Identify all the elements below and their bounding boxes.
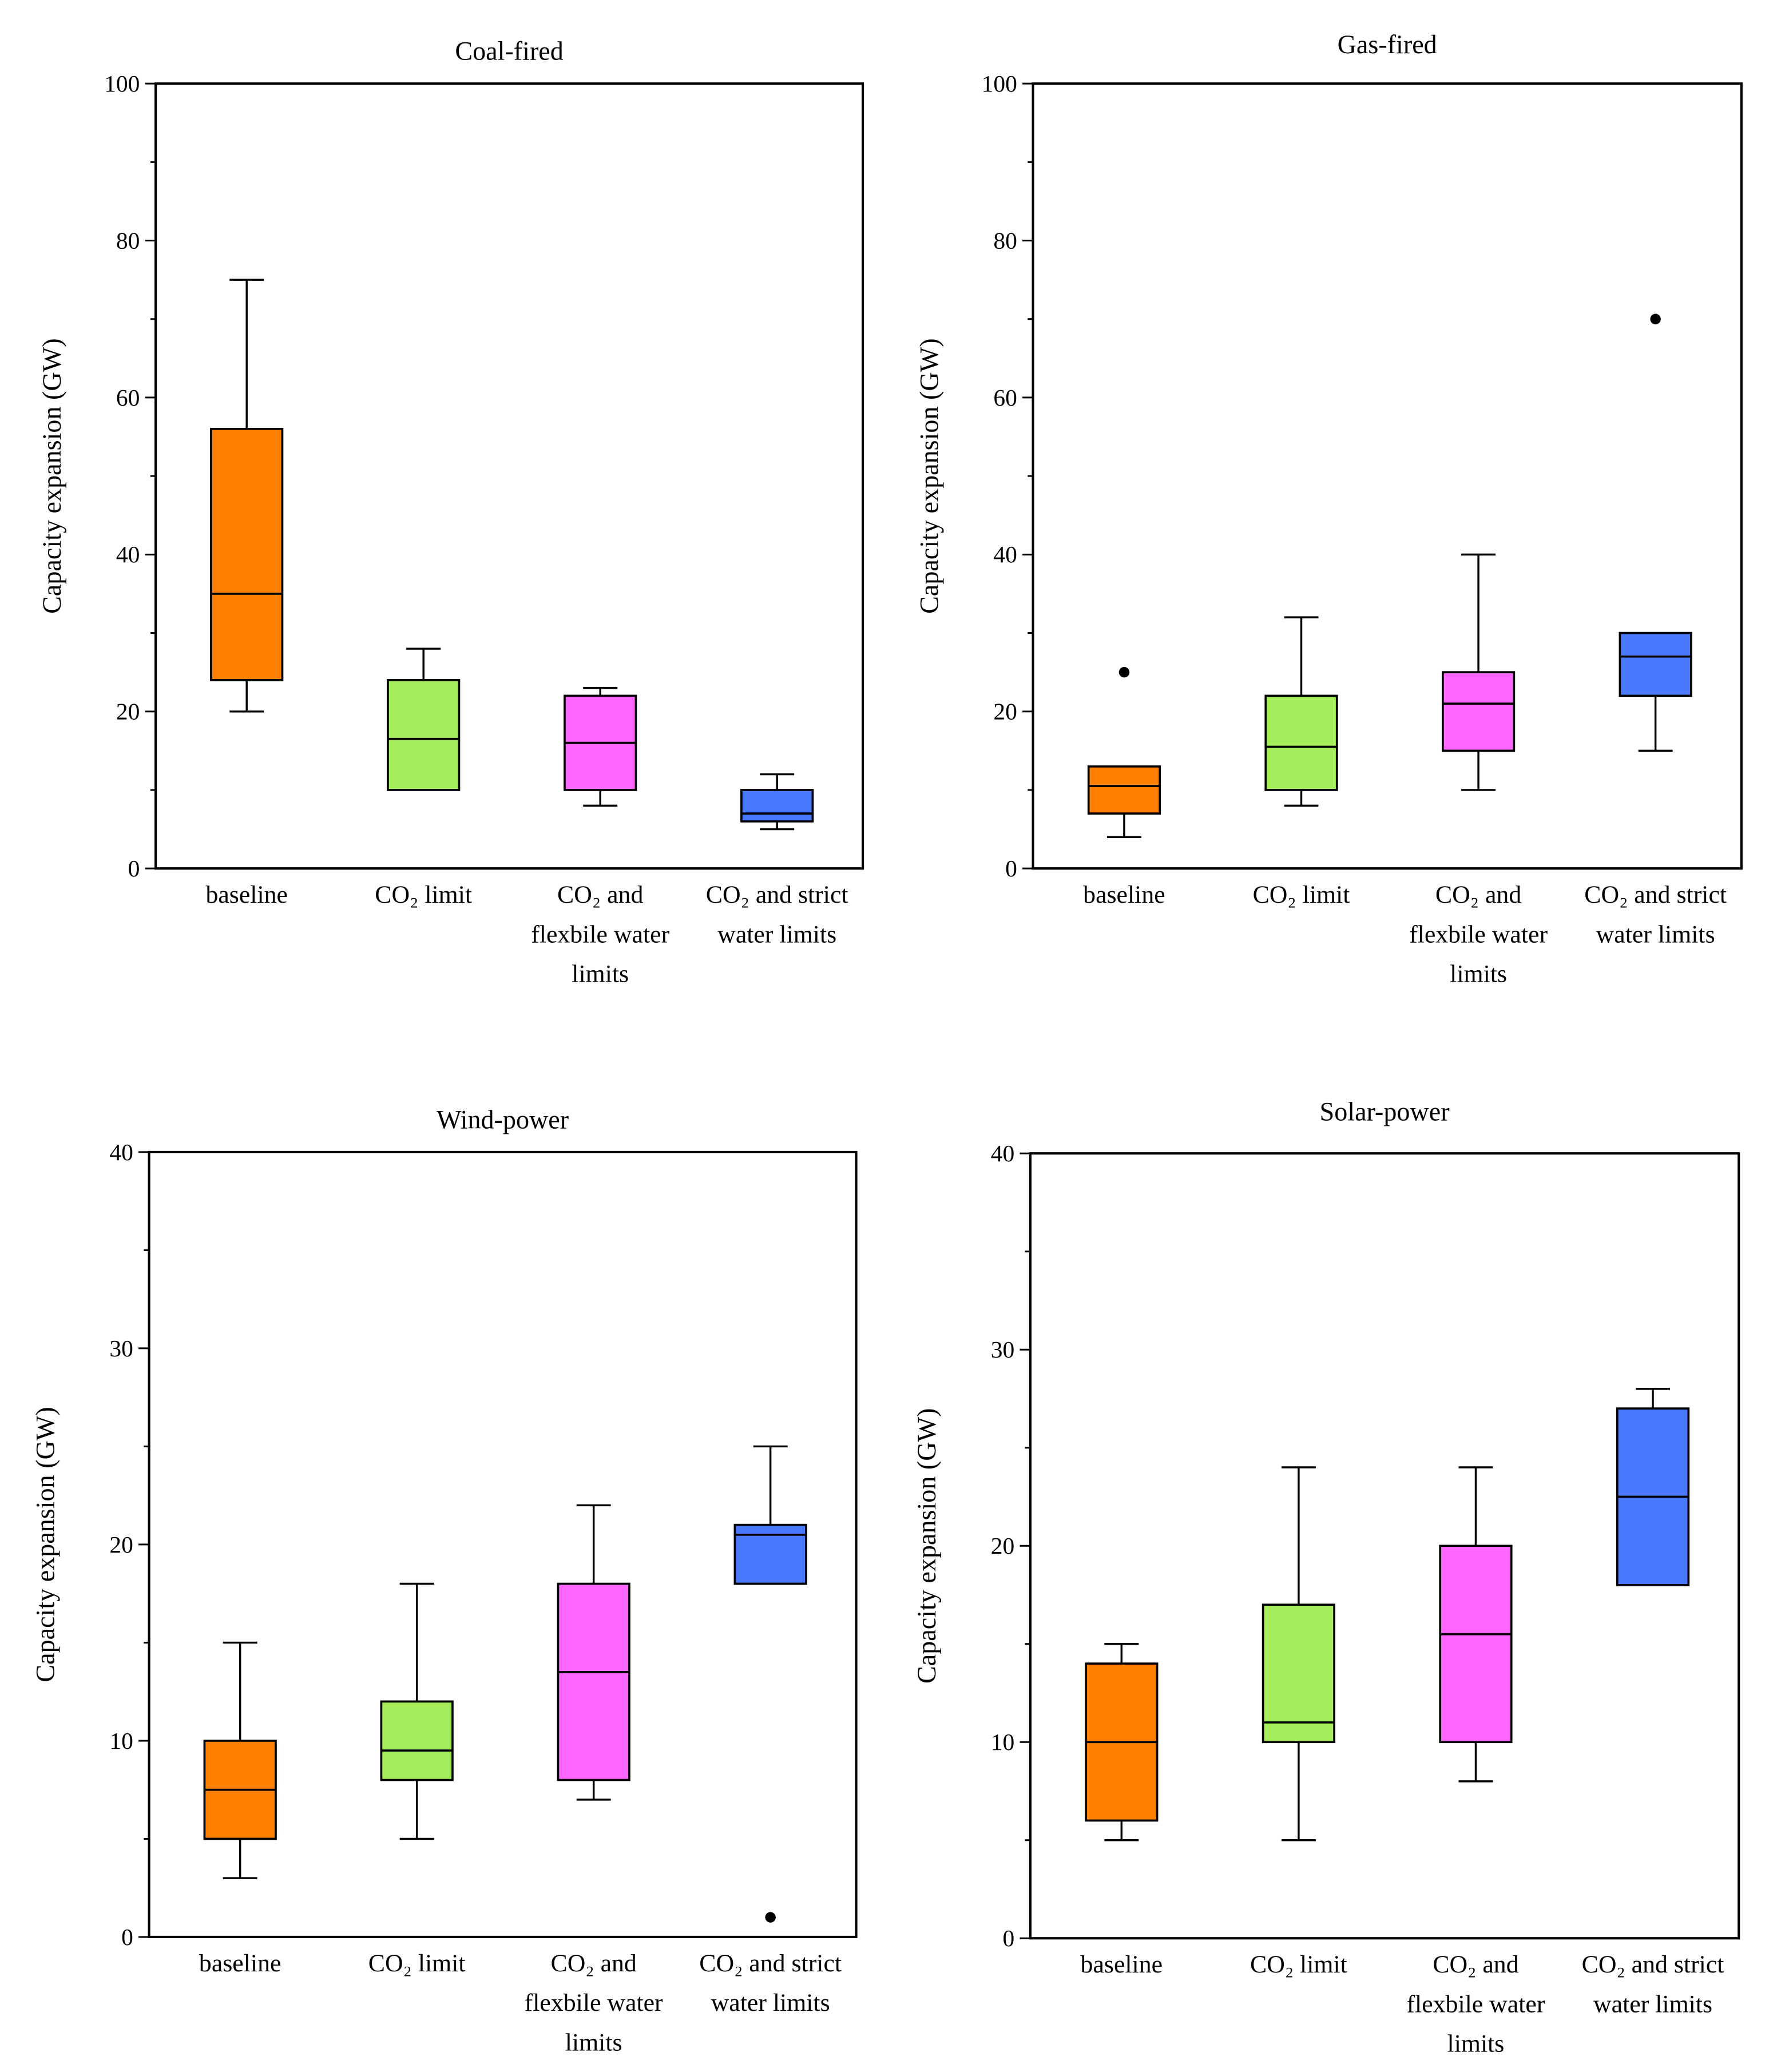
x-tick-label: CO₂ and strict bbox=[1582, 1951, 1724, 1978]
x-tick-label: CO₂ limit bbox=[1250, 1951, 1347, 1978]
box-1 bbox=[387, 648, 461, 791]
y-tick-label: 10 bbox=[991, 1729, 1015, 1755]
panel-wind-power: Wind-power Capacity expansion (GW) 0 10 20 30… bbox=[31, 1105, 858, 2056]
iqr-box bbox=[1439, 1545, 1513, 1744]
box-0 bbox=[1087, 666, 1161, 838]
iqr-box bbox=[557, 1582, 630, 1781]
y-tick-label: 60 bbox=[116, 384, 140, 411]
x-tick-label: baseline bbox=[1081, 1951, 1163, 1978]
chart-title: Coal-fired bbox=[455, 37, 563, 66]
y-tick-label: 30 bbox=[109, 1335, 133, 1362]
y-tick-label: 0 bbox=[1005, 855, 1017, 882]
x-tick-label: limits bbox=[1450, 960, 1507, 987]
y-tick-label: 40 bbox=[991, 1140, 1015, 1166]
box-3 bbox=[1616, 1388, 1690, 1586]
box-2 bbox=[1441, 553, 1516, 791]
iqr-box bbox=[1087, 765, 1161, 815]
box-3 bbox=[740, 773, 814, 831]
y-tick-label: 20 bbox=[993, 698, 1017, 725]
box-0 bbox=[203, 1641, 277, 1879]
outlier-point bbox=[765, 1912, 776, 1923]
iqr-box bbox=[1441, 671, 1516, 752]
outlier-point bbox=[1650, 313, 1661, 324]
plot-frame bbox=[1032, 82, 1743, 870]
x-tick-label: CO₂ and strict bbox=[699, 1950, 842, 1977]
y-axis-label: Capacity expansion (GW) bbox=[915, 338, 944, 613]
x-tick-label: limits bbox=[1447, 2030, 1505, 2058]
y-tick-label: 40 bbox=[109, 1139, 133, 1165]
chart-title: Gas-fired bbox=[1338, 30, 1437, 59]
y-tick-label: 60 bbox=[993, 384, 1017, 411]
outlier-point bbox=[1118, 666, 1130, 678]
x-tick-label: CO₂ limit bbox=[1253, 881, 1350, 908]
y-tick-label: 10 bbox=[109, 1728, 133, 1754]
x-tick-label: CO₂ and strict bbox=[706, 881, 848, 908]
x-tick-label: water limits bbox=[711, 1989, 830, 2017]
y-tick-label: 100 bbox=[104, 70, 140, 97]
y-axis-label: Capacity expansion (GW) bbox=[912, 1408, 941, 1684]
box-1 bbox=[1262, 1466, 1336, 1841]
x-tick-label: CO₂ and bbox=[557, 881, 643, 908]
box-0 bbox=[210, 279, 284, 713]
box-2 bbox=[564, 686, 637, 807]
y-tick-label: 20 bbox=[991, 1533, 1015, 1559]
y-tick-label: 100 bbox=[982, 70, 1017, 97]
x-tick-label: water limits bbox=[1593, 1990, 1712, 2018]
chart-title: Wind-power bbox=[437, 1105, 569, 1134]
y-tick-label: 0 bbox=[121, 1924, 133, 1950]
iqr-box bbox=[1262, 1603, 1336, 1744]
y-tick-label: 80 bbox=[993, 227, 1017, 253]
panel-coal-fired: Coal-fired Capacity expansion (GW) 0 20 40 60… bbox=[37, 37, 864, 987]
iqr-box bbox=[210, 427, 284, 681]
y-tick-label: 30 bbox=[991, 1336, 1015, 1363]
y-axis-label: Capacity expansion (GW) bbox=[37, 338, 66, 613]
y-tick-label: 40 bbox=[116, 541, 140, 567]
y-axis-label: Capacity expansion (GW) bbox=[31, 1407, 60, 1682]
x-tick-label: CO₂ limit bbox=[375, 881, 472, 908]
y-tick-label: 80 bbox=[116, 227, 140, 253]
x-tick-label: limits bbox=[565, 2029, 622, 2056]
iqr-box bbox=[1619, 632, 1692, 697]
box-1 bbox=[1264, 616, 1338, 807]
x-tick-label: baseline bbox=[199, 1950, 281, 1977]
x-tick-label: water limits bbox=[1596, 920, 1715, 948]
box-3 bbox=[733, 1445, 807, 1923]
x-tick-label: water limits bbox=[717, 920, 836, 948]
x-tick-label: CO₂ and bbox=[1435, 881, 1521, 908]
panel-solar-power: Solar-power Capacity expansion (GW) 0 10 20 3… bbox=[912, 1097, 1740, 2058]
chart-title: Solar-power bbox=[1320, 1097, 1450, 1126]
plot-frame bbox=[148, 1150, 858, 1939]
x-tick-label: CO₂ limit bbox=[368, 1950, 466, 1977]
box-0 bbox=[1085, 1643, 1159, 1841]
panel-gas-fired: Gas-fired Capacity expansion (GW) 0 20 40 60 8… bbox=[915, 30, 1743, 987]
x-tick-label: CO₂ and bbox=[1433, 1951, 1518, 1978]
y-tick-label: 40 bbox=[993, 541, 1017, 567]
x-tick-label: CO₂ and strict bbox=[1584, 881, 1727, 908]
box-2 bbox=[557, 1504, 630, 1801]
iqr-box bbox=[387, 679, 461, 791]
y-tick-label: 20 bbox=[109, 1531, 133, 1558]
plot-frame bbox=[1029, 1152, 1740, 1940]
y-tick-label: 0 bbox=[128, 855, 140, 882]
iqr-box bbox=[1264, 694, 1338, 791]
x-tick-label: baseline bbox=[205, 881, 288, 908]
iqr-box bbox=[740, 789, 814, 823]
box-1 bbox=[380, 1582, 454, 1840]
x-tick-label: limits bbox=[572, 960, 629, 987]
x-tick-label: flexbile water bbox=[531, 920, 669, 948]
box-2 bbox=[1439, 1466, 1513, 1783]
plot-frame bbox=[154, 82, 864, 870]
x-tick-label: baseline bbox=[1083, 881, 1165, 908]
y-tick-label: 0 bbox=[1003, 1925, 1015, 1951]
x-tick-label: flexbile water bbox=[1409, 920, 1548, 948]
iqr-box bbox=[380, 1700, 454, 1781]
box-3 bbox=[1619, 313, 1692, 752]
x-tick-label: flexbile water bbox=[1406, 1990, 1545, 2018]
x-tick-label: flexbile water bbox=[525, 1989, 663, 2017]
y-tick-label: 20 bbox=[116, 698, 140, 725]
x-tick-label: CO₂ and bbox=[551, 1950, 637, 1977]
